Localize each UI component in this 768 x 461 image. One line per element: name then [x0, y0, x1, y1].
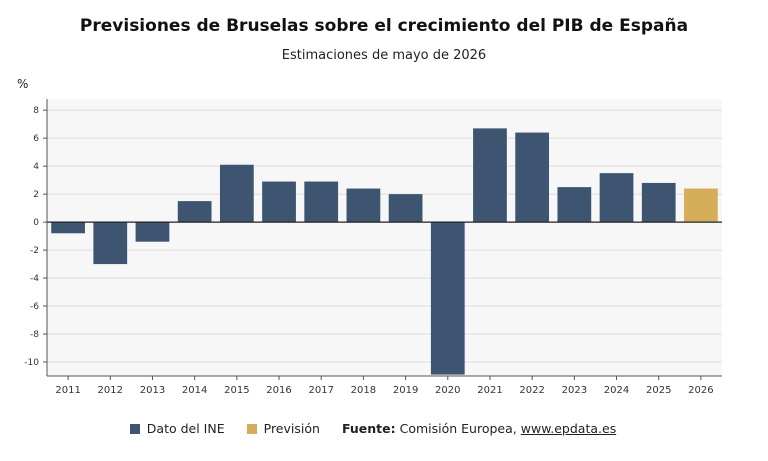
x-tick-label: 2022: [519, 385, 544, 396]
bar: [684, 188, 718, 223]
legend-label-forecast: Previsión: [263, 421, 320, 436]
legend-item-forecast: Previsión: [246, 421, 320, 436]
x-tick-label: 2018: [351, 385, 376, 396]
y-axis-unit-label: %: [17, 77, 29, 91]
bar: [388, 194, 423, 223]
source-text: Comisión Europea,: [399, 421, 517, 436]
x-tick-label: 2020: [435, 385, 460, 396]
bar: [219, 164, 254, 223]
y-tick-label: 4: [33, 162, 39, 172]
x-tick-label: 2012: [98, 385, 123, 396]
legend-swatch-forecast: [246, 423, 257, 434]
bar: [135, 222, 170, 242]
legend: Dato del INE Previsión Fuente: Comisión …: [0, 421, 768, 436]
x-tick-label: 2025: [646, 385, 671, 396]
y-tick-label: 0: [33, 218, 39, 228]
y-tick-label: -10: [24, 358, 39, 368]
bar: [262, 181, 296, 223]
bar: [346, 188, 381, 223]
y-tick-label: 6: [33, 134, 39, 144]
y-tick-label: -2: [30, 246, 39, 256]
x-tick-label: 2011: [55, 385, 80, 396]
bar: [177, 201, 212, 223]
bar: [515, 132, 550, 223]
x-tick-label: 2021: [477, 385, 502, 396]
bar: [93, 222, 128, 265]
source-note: Fuente: Comisión Europea, www.epdata.es: [342, 421, 616, 436]
x-tick-label: 2019: [393, 385, 418, 396]
bar: [557, 187, 592, 223]
bar: [473, 128, 507, 223]
legend-item-observed: Dato del INE: [129, 421, 225, 436]
bar: [599, 173, 634, 223]
bar: [51, 222, 85, 234]
source-link[interactable]: www.epdata.es: [520, 421, 617, 436]
y-tick-label: -6: [30, 302, 39, 312]
bar: [304, 181, 339, 223]
y-tick-label: -4: [30, 274, 39, 284]
x-tick-label: 2023: [562, 385, 587, 396]
bar: [641, 182, 676, 223]
x-tick-label: 2013: [140, 385, 165, 396]
y-tick-label: -8: [30, 330, 39, 340]
x-tick-label: 2015: [224, 385, 249, 396]
x-tick-label: 2026: [688, 385, 713, 396]
x-tick-label: 2017: [308, 385, 333, 396]
legend-label-observed: Dato del INE: [146, 421, 225, 436]
chart-title: Previsiones de Bruselas sobre el crecimi…: [79, 16, 689, 36]
legend-swatch-observed: [129, 423, 140, 434]
source-label: Fuente:: [341, 421, 396, 436]
y-tick-label: 8: [33, 106, 39, 116]
x-tick-label: 2014: [182, 385, 207, 396]
y-tick-label: 2: [33, 190, 39, 200]
chart-subtitle: Estimaciones de mayo de 2026: [281, 48, 487, 63]
x-tick-label: 2016: [266, 385, 291, 396]
x-tick-label: 2024: [604, 385, 629, 396]
bar: [430, 222, 465, 375]
